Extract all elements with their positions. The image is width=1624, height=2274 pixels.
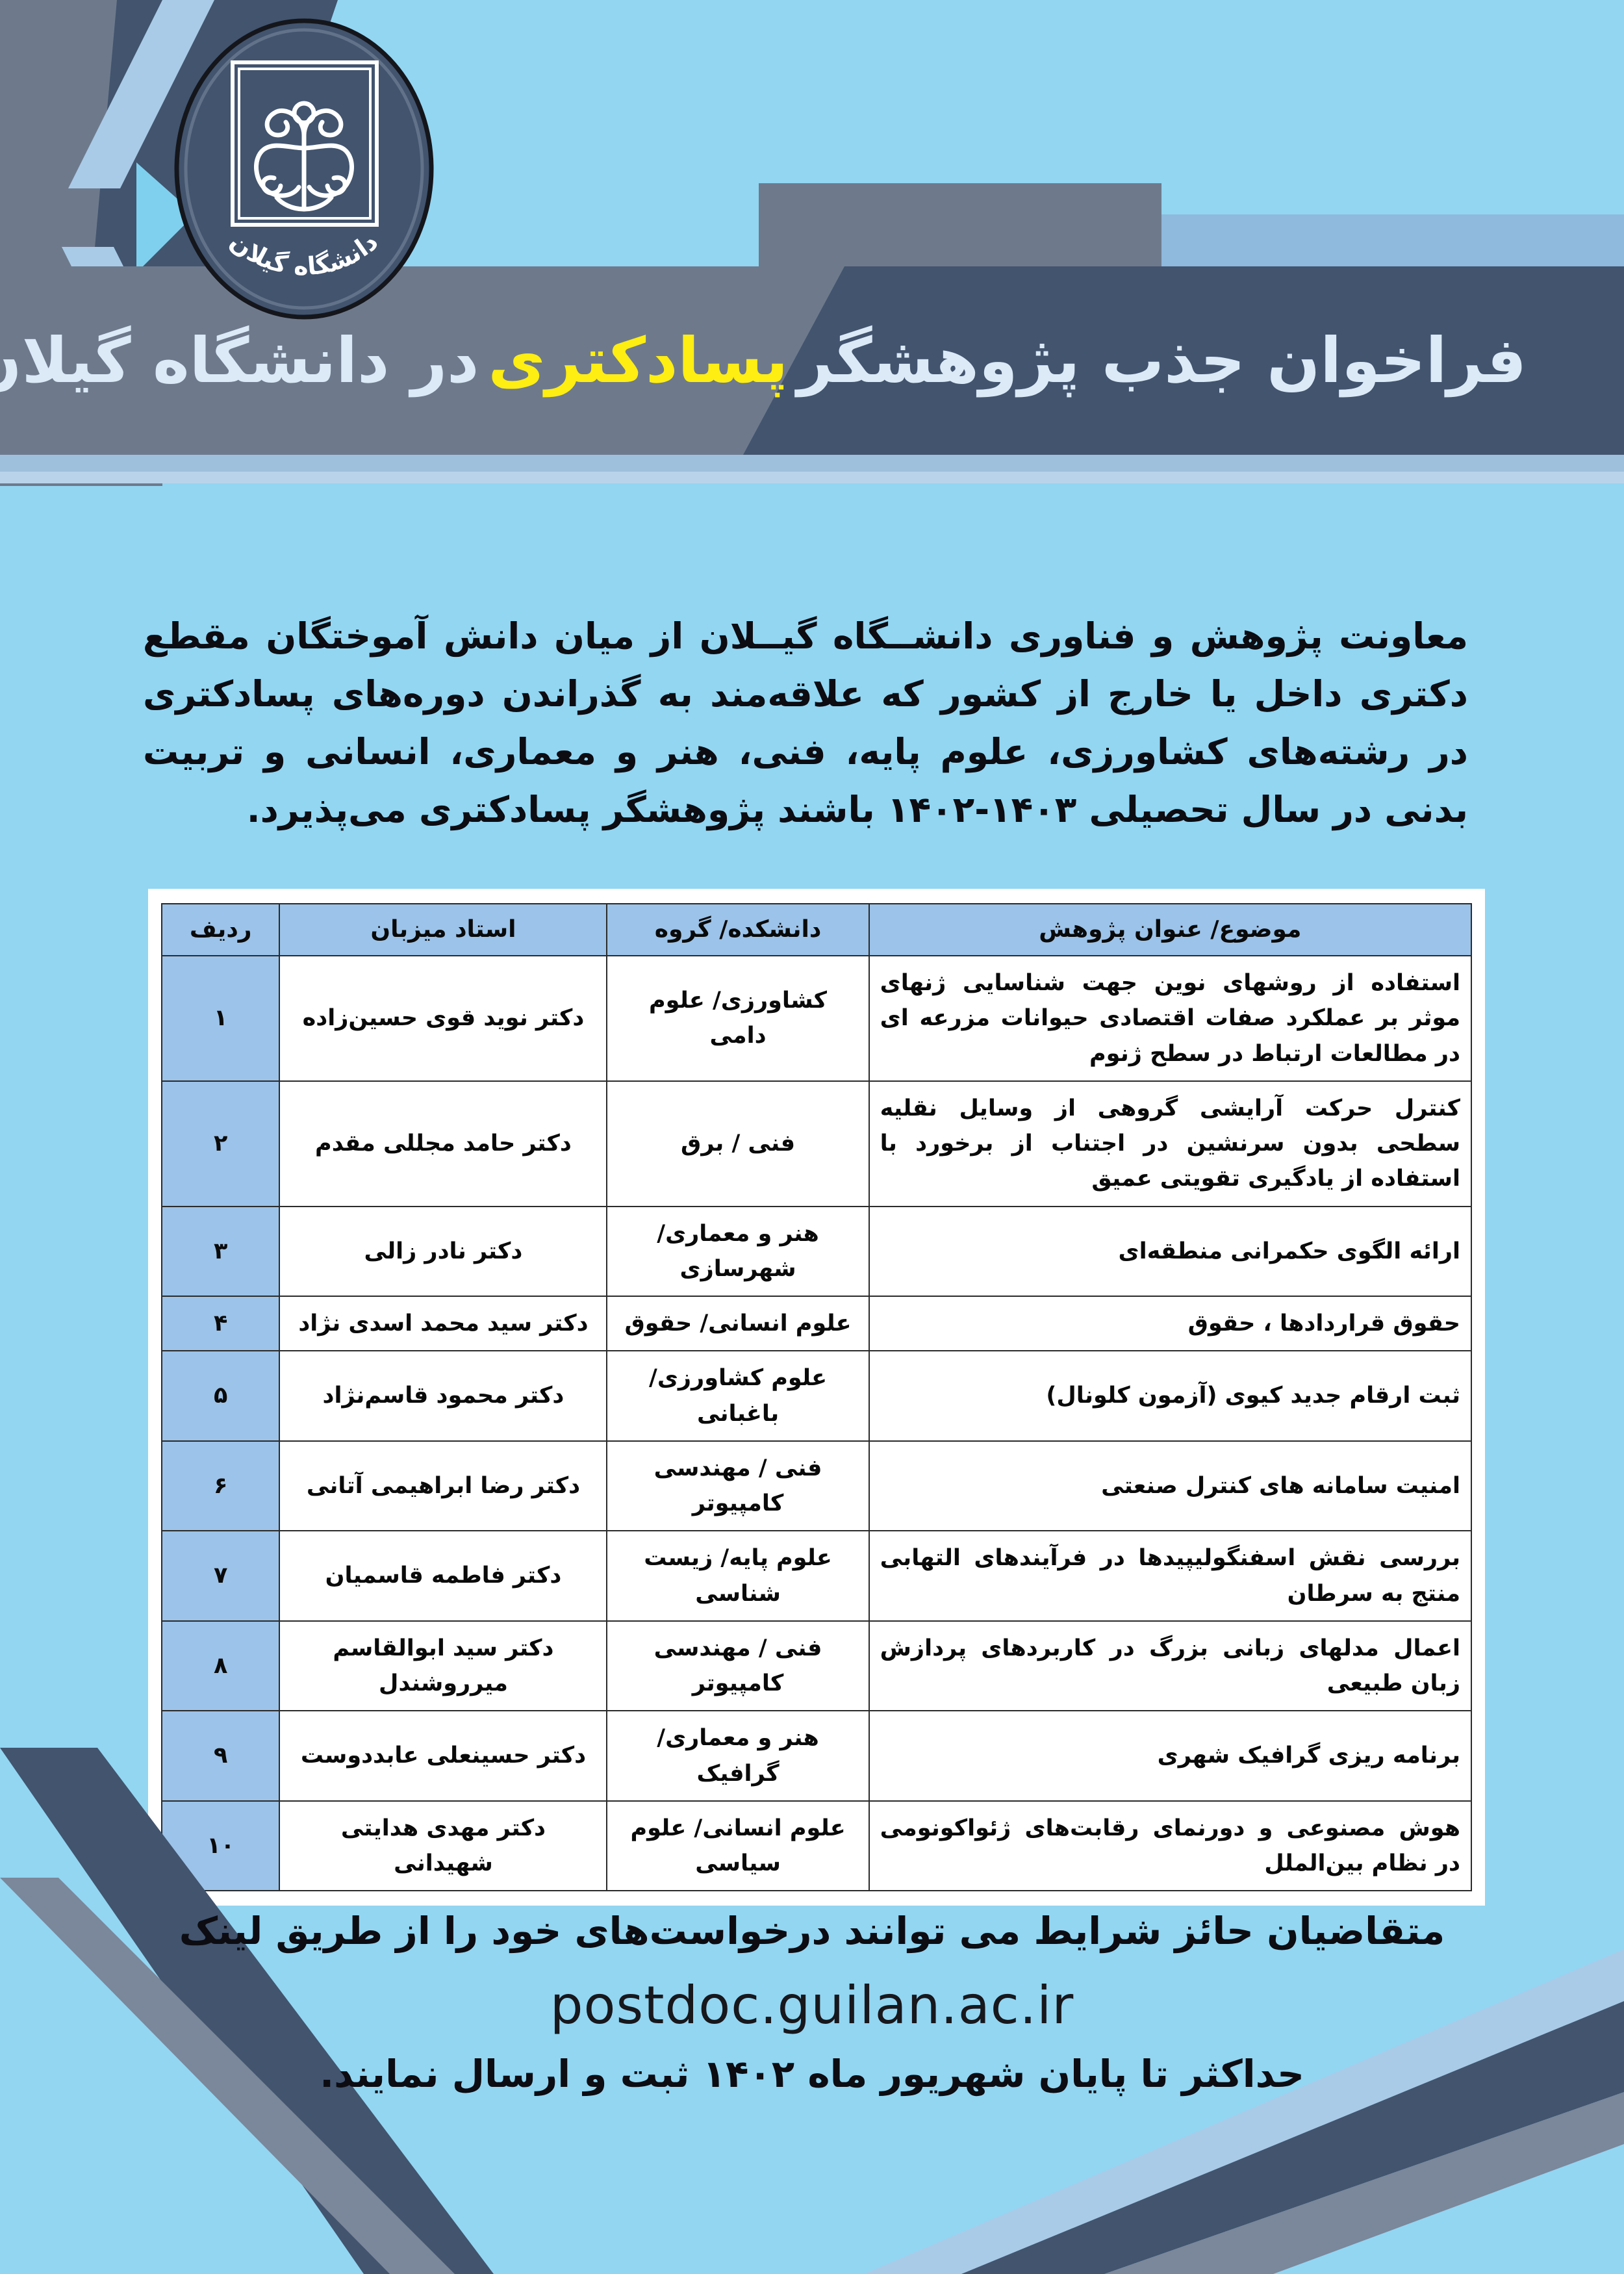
title-part-1: فراخوان جذب پژوهشگر <box>797 324 1527 397</box>
table-row: حقوق قراردادها ، حقوق علوم انسانی/ حقوق … <box>160 1295 1473 1352</box>
footer-deadline-line: حداکثر تا پایان شهریور ماه ۱۴۰۲ ثبت و ار… <box>320 2052 1304 2097</box>
cell-row-number: ۶ <box>160 1440 281 1532</box>
cell-professor: دکتر محمود قاسم‌نژاد <box>279 1350 608 1442</box>
cell-department: فنی / مهندسی کامپیوتر <box>606 1620 870 1712</box>
jobs-table-card: موضوع/ عنوان پژوهش دانشکده/ گروه استاد م… <box>148 889 1485 1906</box>
cell-topic: هوش مصنوعی و دورنمای رقابت‌های ژئواکونوم… <box>868 1800 1473 1892</box>
cell-professor: دکتر رضا ابراهیمی آتانی <box>279 1440 608 1532</box>
header-bottom-strip <box>0 455 1624 472</box>
cell-professor: دکتر نادر زالی <box>279 1205 608 1297</box>
cell-row-number: ۲ <box>160 1080 281 1207</box>
table-row: برنامه ریزی گرافیک شهری هنر و معماری/ گر… <box>160 1710 1473 1802</box>
cell-department: هنر و معماری/ گرافیک <box>606 1710 870 1802</box>
cell-topic: ثبت ارقام جدید کیوی (آزمون کلونال) <box>868 1350 1473 1442</box>
cell-professor: دکتر حامد مجللی مقدم <box>279 1080 608 1207</box>
cell-department: فنی / مهندسی کامپیوتر <box>606 1440 870 1532</box>
cell-professor: دکتر نوید قوی حسین‌زاده <box>279 955 608 1082</box>
cell-professor: دکتر فاطمه قاسمیان <box>279 1530 608 1622</box>
cell-row-number: ۳ <box>160 1205 281 1297</box>
cell-row-number: ۵ <box>160 1350 281 1442</box>
cell-row-number: ۱ <box>160 955 281 1082</box>
title-accent-postdoc: پسادکتری <box>488 324 789 397</box>
cell-topic: استفاده از روشهای نوین جهت شناسایی ژنهای… <box>868 955 1473 1082</box>
cell-department: علوم انسانی/ علوم سیاسی <box>606 1800 870 1892</box>
cell-topic: حقوق قراردادها ، حقوق <box>868 1295 1473 1352</box>
table-row: استفاده از روشهای نوین جهت شناسایی ژنهای… <box>160 955 1473 1082</box>
cell-department: فنی / برق <box>606 1080 870 1207</box>
cell-topic: اعمال مدلهای زبانی بزرگ در کاربردهای پرد… <box>868 1620 1473 1712</box>
application-url-link[interactable]: postdoc.guilan.ac.ir <box>550 1975 1074 2036</box>
intro-paragraph: معاونت پژوهش و فناوری دانشــگاه گیــلان … <box>143 615 1468 831</box>
column-header-professor: استاد میزبان <box>279 903 608 956</box>
table-row: هوش مصنوعی و دورنمای رقابت‌های ژئواکونوم… <box>160 1800 1473 1892</box>
cell-row-number: ۹ <box>160 1710 281 1802</box>
cell-topic: برنامه ریزی گرافیک شهری <box>868 1710 1473 1802</box>
cell-department: علوم کشاورزی/ باغبانی <box>606 1350 870 1442</box>
column-header-topic: موضوع/ عنوان پژوهش <box>868 903 1473 956</box>
footer-instruction-line: متقاضیان حائز شرایط می توانند درخواست‌ها… <box>179 1909 1445 1953</box>
table-row: امنیت سامانه های کنترل صنعتی فنی / مهندس… <box>160 1440 1473 1532</box>
table-row: اعمال مدلهای زبانی بزرگ در کاربردهای پرد… <box>160 1620 1473 1712</box>
cell-department: هنر و معماری/ شهرسازی <box>606 1205 870 1297</box>
cell-professor: دکتر حسینعلی عابددوست <box>279 1710 608 1802</box>
cell-professor: دکتر مهدی هدایتی شهیدانی <box>279 1800 608 1892</box>
column-header-department: دانشکده/ گروه <box>606 903 870 956</box>
cell-row-number: ۸ <box>160 1620 281 1712</box>
table-row: ثبت ارقام جدید کیوی (آزمون کلونال) علوم … <box>160 1350 1473 1442</box>
table-row: بررسی نقش اسفنگولیپیدها در فرآیندهای الت… <box>160 1530 1473 1622</box>
university-logo: دانشگاه گیلان <box>170 14 438 320</box>
jobs-table: موضوع/ عنوان پژوهش دانشکده/ گروه استاد م… <box>160 903 1473 1892</box>
cell-professor: دکتر سید محمد اسدی نژاد <box>279 1295 608 1352</box>
footer: متقاضیان حائز شرایط می توانند درخواست‌ها… <box>0 1907 1624 2099</box>
cell-department: علوم انسانی/ حقوق <box>606 1295 870 1352</box>
cell-department: کشاورزی/ علوم دامی <box>606 955 870 1082</box>
cell-row-number: ۷ <box>160 1530 281 1622</box>
cell-professor: دکتر سید ابوالقاسم میرروشندل <box>279 1620 608 1712</box>
cell-department: علوم پایه/ زیست شناسی <box>606 1530 870 1622</box>
column-header-row: ردیف <box>160 903 281 956</box>
cell-row-number: ۱۰ <box>160 1800 281 1892</box>
cell-topic: ارائه الگوی حکمرانی منطقه‌ای <box>868 1205 1473 1297</box>
header-gray-left-wedge <box>0 266 844 455</box>
cell-topic: کنترل حرکت آرایشی گروهی از وسایل نقلیه س… <box>868 1080 1473 1207</box>
cell-topic: امنیت سامانه های کنترل صنعتی <box>868 1440 1473 1532</box>
cell-topic: بررسی نقش اسفنگولیپیدها در فرآیندهای الت… <box>868 1530 1473 1622</box>
table-row: کنترل حرکت آرایشی گروهی از وسایل نقلیه س… <box>160 1080 1473 1207</box>
header-bottom-strip-2 <box>0 472 1624 483</box>
table-row: ارائه الگوی حکمرانی منطقه‌ای هنر و معمار… <box>160 1205 1473 1297</box>
title-part-2: در دانشگاه گیلان <box>0 324 479 397</box>
cell-row-number: ۴ <box>160 1295 281 1352</box>
table-header-row: موضوع/ عنوان پژوهش دانشکده/ گروه استاد م… <box>160 903 1473 956</box>
